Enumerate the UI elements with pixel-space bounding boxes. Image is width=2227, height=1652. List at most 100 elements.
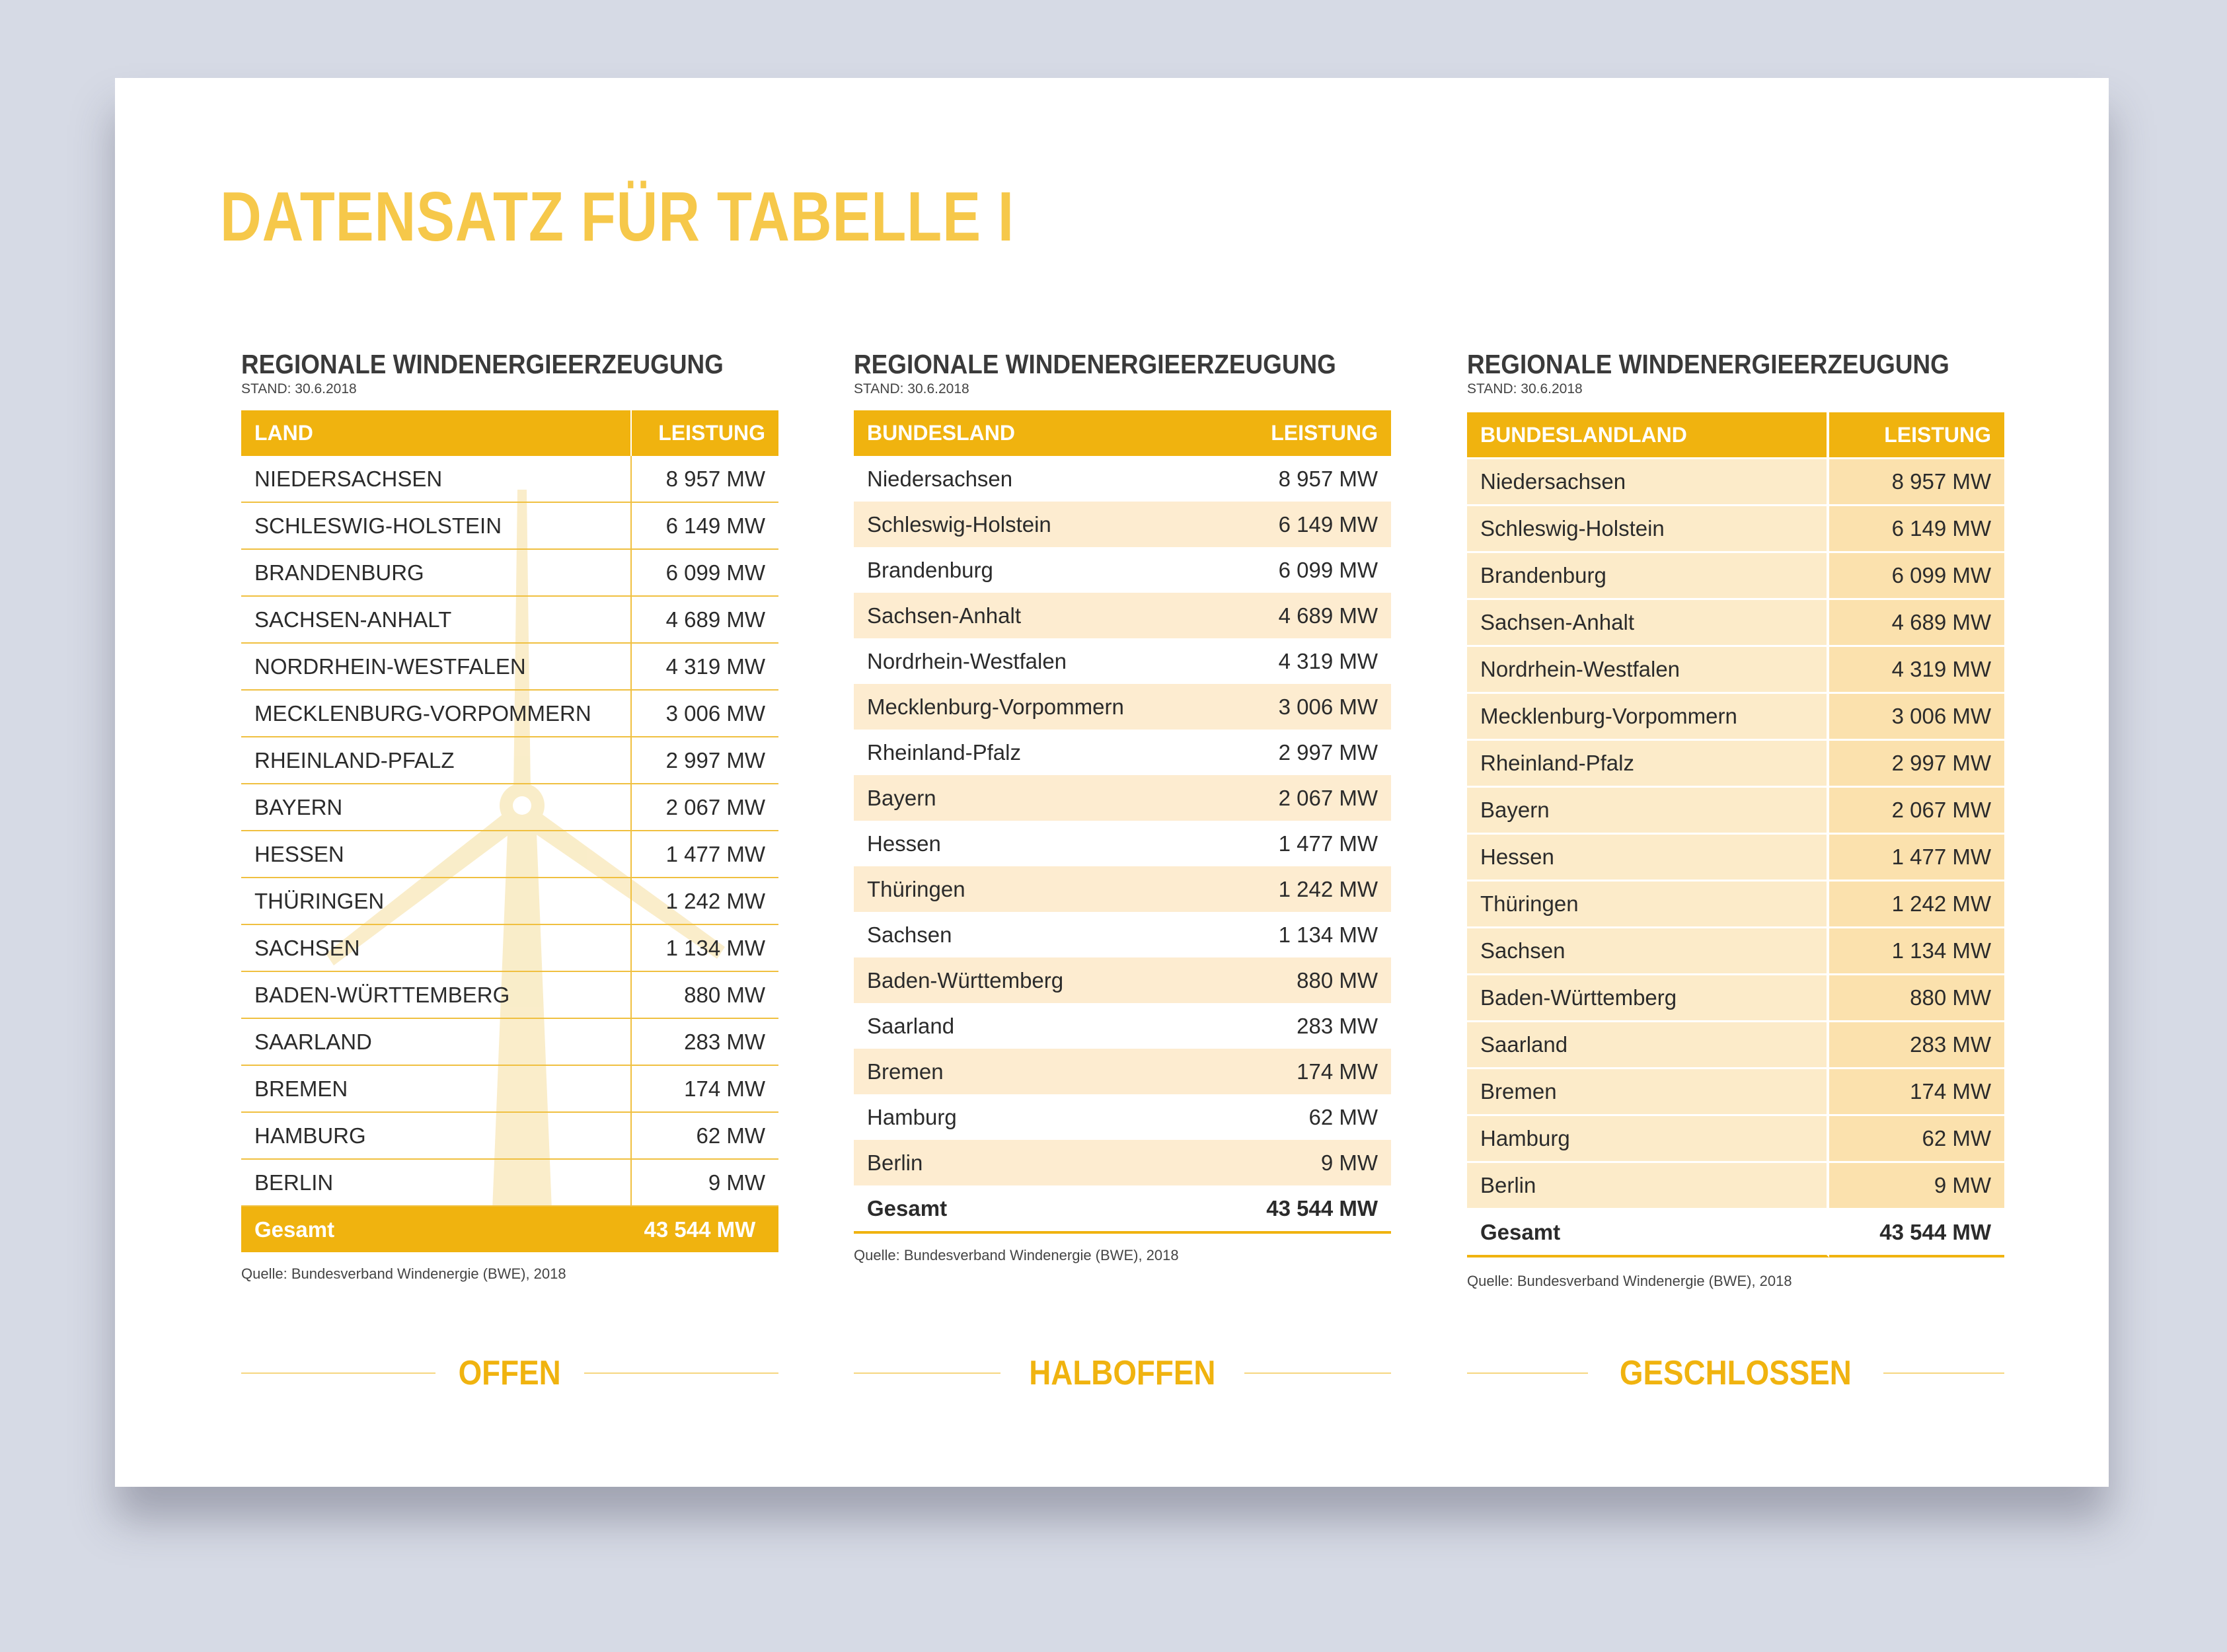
state-cell: Bayern <box>1467 788 1830 833</box>
state-cell: Schleswig-Holstein <box>1467 506 1830 551</box>
power-cell: 62 MW <box>630 1112 778 1160</box>
table-row: Niedersachsen 8 957 MW <box>854 456 1391 502</box>
state-cell: RHEINLAND-PFALZ <box>241 737 632 784</box>
header-row: BUNDESLAND LEISTUNG <box>854 410 1391 456</box>
power-cell: 174 MW <box>1829 1069 2004 1114</box>
table-subheading: STAND: 30.6.2018 <box>854 381 969 396</box>
source-note: Quelle: Bundesverband Windenergie (BWE),… <box>1467 1273 1792 1289</box>
table-row: Mecklenburg-Vorpommern 3 006 MW <box>854 684 1391 730</box>
state-cell: Baden-Württemberg <box>854 957 1215 1003</box>
state-cell: Brandenburg <box>1467 553 1830 598</box>
table-row: Bayern 2 067 MW <box>1467 788 2004 833</box>
power-cell: 880 MW <box>630 971 778 1019</box>
power-cell: 2 067 MW <box>1829 788 2004 833</box>
table-heading: REGIONALE WINDENERGIEERZEUGUNG <box>854 349 1336 379</box>
table-row: Sachsen 1 134 MW <box>854 912 1391 957</box>
table-row: THÜRINGEN 1 242 MW <box>241 878 778 925</box>
state-cell: Rheinland-Pfalz <box>1467 741 1830 786</box>
total-row: Gesamt 43 544 MW <box>1467 1210 2004 1258</box>
table-row: Bayern 2 067 MW <box>854 775 1391 821</box>
column-header: BUNDESLANDLAND <box>1467 412 1830 457</box>
table-row: MECKLENBURG-VORPOMMERN 3 006 MW <box>241 690 778 737</box>
power-cell: 6 099 MW <box>1829 553 2004 598</box>
power-cell: 6 099 MW <box>1278 557 1378 582</box>
table-row: Bremen 174 MW <box>854 1049 1391 1094</box>
state-cell: BADEN-WÜRTTEMBERG <box>241 971 632 1019</box>
power-cell: 2 997 MW <box>1278 739 1378 765</box>
power-cell: 8 957 MW <box>1278 466 1378 491</box>
table-row: Hessen 1 477 MW <box>854 821 1391 866</box>
state-cell: SACHSEN <box>241 924 632 972</box>
power-cell: 3 006 MW <box>1215 684 1391 730</box>
state-cell: HAMBURG <box>241 1112 632 1160</box>
state-cell: BERLIN <box>241 1159 632 1207</box>
power-cell: 1 242 MW <box>1829 882 2004 926</box>
table-row: SAARLAND 283 MW <box>241 1018 778 1066</box>
column-header: LEISTUNG <box>1829 412 2004 457</box>
state-cell: Sachsen-Anhalt <box>854 593 1215 638</box>
table-row: Sachsen-Anhalt 4 689 MW <box>854 593 1391 638</box>
header-row: LAND LEISTUNG <box>241 410 778 456</box>
power-cell: 174 MW <box>630 1065 778 1113</box>
header-row: BUNDESLANDLAND LEISTUNG <box>1467 412 2004 457</box>
table-row: Schleswig-Holstein 6 149 MW <box>854 502 1391 547</box>
total-row: Gesamt 43 544 MW <box>854 1185 1391 1234</box>
data-table: BUNDESLANDLAND LEISTUNG Niedersachsen 8 957… <box>1467 410 2004 1259</box>
state-cell: Bremen <box>1467 1069 1830 1114</box>
power-cell: 62 MW <box>1829 1116 2004 1161</box>
power-cell: 9 MW <box>1829 1163 2004 1208</box>
table-row: Thüringen 1 242 MW <box>1467 882 2004 926</box>
power-cell: 4 689 MW <box>1215 593 1391 638</box>
table-row: Niedersachsen 8 957 MW <box>1467 459 2004 504</box>
power-cell: 283 MW <box>1297 1013 1378 1038</box>
table-row: BREMEN 174 MW <box>241 1065 778 1113</box>
state-cell: MECKLENBURG-VORPOMMERN <box>241 690 632 737</box>
table-row: BRANDENBURG 6 099 MW <box>241 549 778 597</box>
table-block: REGIONALE WINDENERGIEERZEUGUNG STAND: 30.… <box>854 349 1391 1264</box>
divider-line <box>854 1372 1001 1374</box>
table-row: BAYERN 2 067 MW <box>241 784 778 831</box>
total-value: 43 544 MW <box>1829 1210 2004 1258</box>
power-cell: 283 MW <box>1829 1022 2004 1067</box>
table-row: HESSEN 1 477 MW <box>241 831 778 878</box>
table-row: SACHSEN 1 134 MW <box>241 924 778 972</box>
power-cell: 3 006 MW <box>630 690 778 737</box>
state-cell: Baden-Württemberg <box>1467 975 1830 1020</box>
table-row: SCHLESWIG-HOLSTEIN 6 149 MW <box>241 502 778 550</box>
table-row: Brandenburg 6 099 MW <box>1467 553 2004 598</box>
table-row: Rheinland-Pfalz 2 997 MW <box>1467 741 2004 786</box>
page-title: DATENSATZ FÜR TABELLE I <box>220 178 1014 256</box>
power-cell: 880 MW <box>1215 957 1391 1003</box>
table-row: RHEINLAND-PFALZ 2 997 MW <box>241 737 778 784</box>
table-row: BERLIN 9 MW <box>241 1159 778 1207</box>
column-header: BUNDESLAND <box>854 410 1215 456</box>
table-row: HAMBURG 62 MW <box>241 1112 778 1160</box>
power-cell: 4 319 MW <box>1278 648 1378 673</box>
divider-line <box>1883 1372 2005 1374</box>
table-row: Thüringen 1 242 MW <box>854 866 1391 912</box>
state-cell: Nordrhein-Westfalen <box>1467 647 1830 692</box>
state-cell: Hessen <box>1467 835 1830 880</box>
column-header: LEISTUNG <box>1215 410 1391 456</box>
power-cell: 6 099 MW <box>630 549 778 597</box>
state-cell: Hamburg <box>1467 1116 1830 1161</box>
power-cell: 174 MW <box>1215 1049 1391 1094</box>
power-cell: 3 006 MW <box>1829 694 2004 739</box>
state-cell: HESSEN <box>241 831 632 878</box>
data-table: BUNDESLAND LEISTUNG Niedersachsen 8 957 MW S… <box>854 410 1391 1234</box>
table-row: Sachsen-Anhalt 4 689 MW <box>1467 600 2004 645</box>
table-row: Hamburg 62 MW <box>1467 1116 2004 1161</box>
power-cell: 1 134 MW <box>1829 928 2004 973</box>
state-cell: Berlin <box>1467 1163 1830 1208</box>
table-row: Nordrhein-Westfalen 4 319 MW <box>854 638 1391 684</box>
table-heading: REGIONALE WINDENERGIEERZEUGUNG <box>241 349 724 379</box>
table-block: REGIONALE WINDENERGIEERZEUGUNG STAND: 30.… <box>241 349 778 1283</box>
power-cell: 2 067 MW <box>630 784 778 831</box>
state-cell: Mecklenburg-Vorpommern <box>1467 694 1830 739</box>
power-cell: 1 477 MW <box>630 831 778 878</box>
column-header: LAND <box>241 410 632 456</box>
state-cell: Sachsen <box>867 922 952 947</box>
state-cell: Sachsen-Anhalt <box>1467 600 1830 645</box>
power-cell: 8 957 MW <box>630 456 778 503</box>
